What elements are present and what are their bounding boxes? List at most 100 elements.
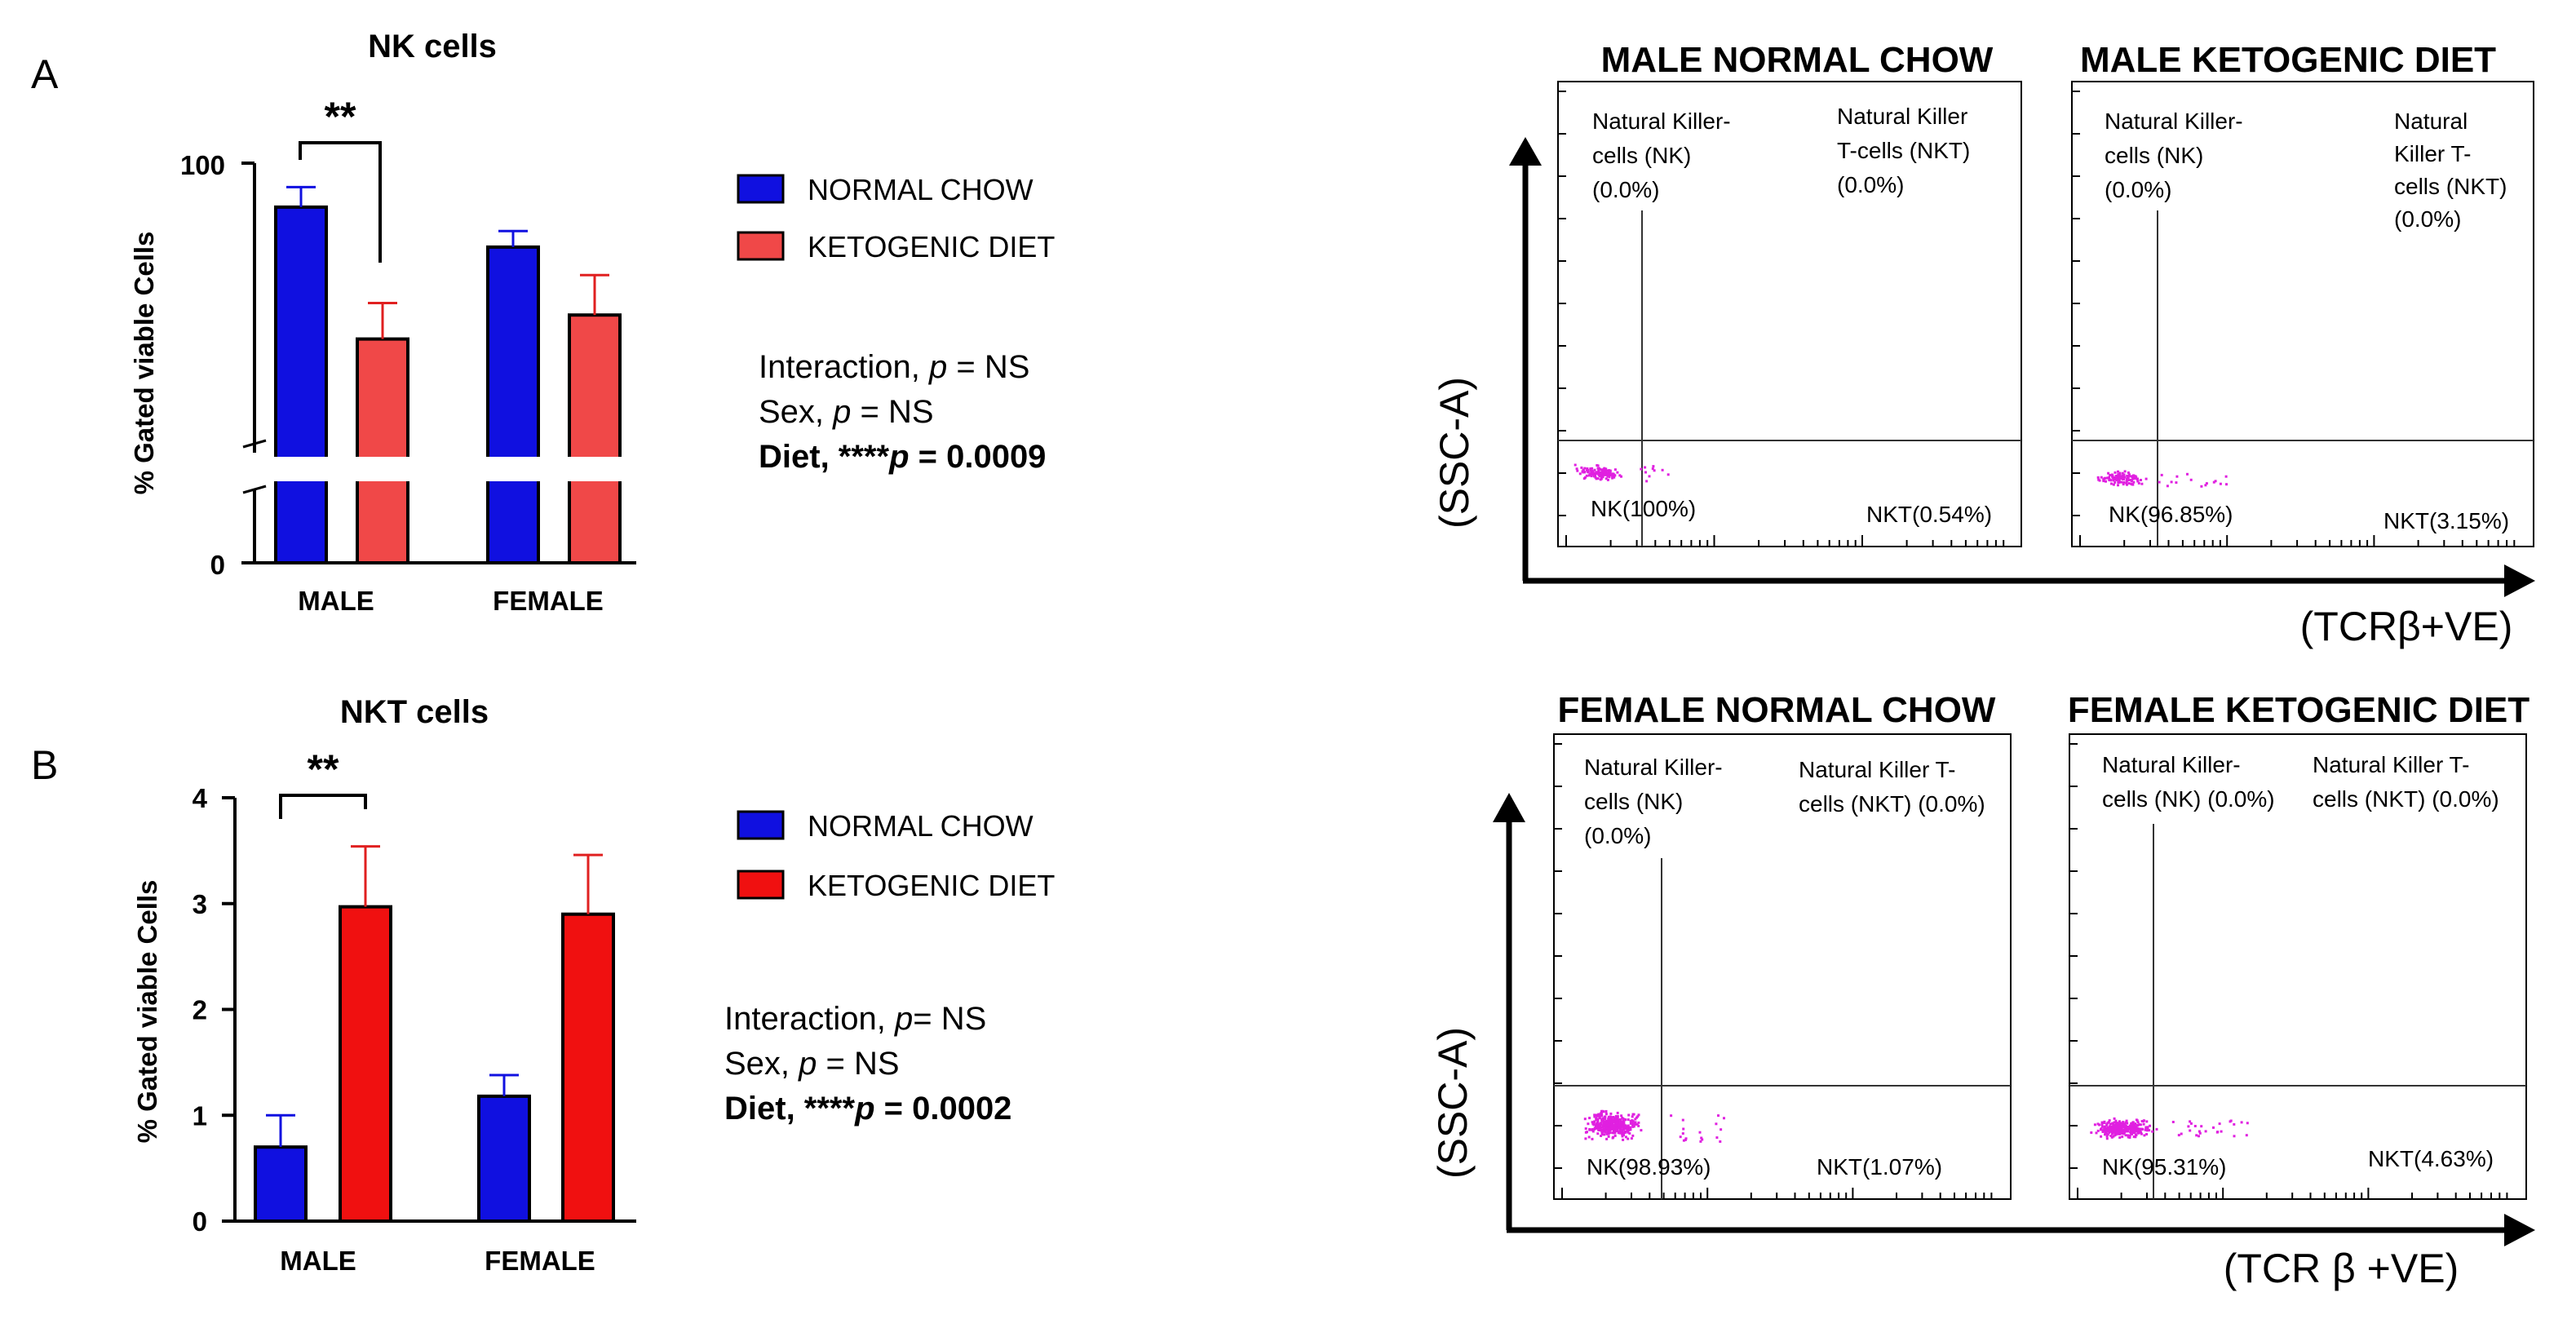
flow-event-dot (1616, 1114, 1619, 1118)
flow-event-dot (1600, 468, 1603, 471)
flow-event-dot (2136, 1131, 2140, 1134)
flow-event-dot (1597, 468, 1600, 471)
stats-b-diet: Diet, ****p = 0.0002 (724, 1091, 1011, 1126)
flow-event-dot (2137, 481, 2140, 485)
flow-event-dot (1587, 1135, 1591, 1139)
flow-event-dot (1611, 1136, 1614, 1140)
flow-b-plot-1-nk-gate-label: Natural Killer-cells (NK) (0.0%) (1584, 755, 1723, 848)
flow-event-dot (2127, 474, 2131, 477)
nk-error-bar (498, 229, 528, 247)
flow-b-plot-2-title: FEMALE KETOGENIC DIET (2068, 690, 2530, 730)
flow-event-dot (1615, 1126, 1618, 1130)
flow-event-dot (1576, 469, 1579, 472)
nk-y-tick-label: 100 (180, 150, 225, 180)
flow-event-dot (1644, 471, 1647, 474)
flow-event-dot (1598, 474, 1601, 477)
legend-b-label-ketogenic: KETOGENIC DIET (808, 869, 1055, 902)
flow-event-dot (2125, 1119, 2128, 1122)
flow-event-dot (2220, 1130, 2223, 1133)
nk-y-axis-label: % Gated viable Cells (129, 232, 159, 495)
flow-event-dot (2175, 475, 2179, 478)
flow-event-dot (1593, 1113, 1596, 1117)
flow-event-dot (1587, 1122, 1590, 1126)
flow-event-dot (2114, 1125, 2118, 1127)
flow-event-dot (1598, 1126, 1601, 1130)
flow-event-dot (1589, 467, 1592, 471)
flow-event-dot (2118, 1128, 2122, 1131)
flow-event-dot (2127, 473, 2131, 476)
flow-event-dot (1604, 1126, 1608, 1130)
flow-event-dot (1604, 1122, 1608, 1125)
flow-event-dot (1634, 1118, 1637, 1121)
flow-event-dot (2136, 477, 2139, 480)
legend-b-label-normal-chow: NORMAL CHOW (808, 809, 1033, 843)
flow-event-dot (2098, 479, 2101, 482)
flow-event-dot (1602, 1122, 1605, 1125)
flow-event-dot (1635, 1122, 1639, 1126)
flow-event-dot (2106, 1133, 2109, 1136)
flow-event-dot (2114, 1122, 2118, 1125)
flow-event-dot (2090, 1131, 2093, 1134)
flow-event-dot (2127, 1134, 2130, 1137)
flow-event-dot (2233, 1122, 2236, 1126)
flow-event-dot (2105, 1135, 2109, 1138)
flow-event-dot (1622, 1119, 1625, 1122)
flow-event-dot (2189, 1120, 2192, 1123)
flow-event-dot (2240, 1121, 2243, 1124)
flow-event-dot (1620, 1114, 1623, 1118)
nk-error-bar (580, 273, 609, 316)
flow-event-dot (2204, 1130, 2207, 1133)
flow-event-dot (1591, 469, 1594, 472)
flow-event-dot (2245, 1134, 2248, 1137)
flow-event-dot (2117, 473, 2120, 476)
flow-event-dot (2218, 1122, 2221, 1126)
flow-event-dot (2116, 474, 2119, 477)
flow-event-dot (2126, 483, 2128, 486)
nkt-error-bar (489, 1073, 519, 1096)
flow-event-dot (1607, 1130, 1610, 1133)
flow-event-dot (1644, 466, 1647, 469)
flow-event-dot (2127, 1135, 2130, 1139)
flow-event-dot (1651, 467, 1654, 471)
flow-event-dot (2175, 481, 2178, 485)
flow-event-dot (2109, 474, 2112, 476)
flow-event-dot (1640, 467, 1643, 471)
nk-chart-title: NK cells (368, 29, 497, 64)
nk-significance-bracket (299, 141, 382, 263)
flow-event-dot (2145, 1133, 2149, 1135)
flow-a-plot-1-y-ticks (1558, 91, 1566, 516)
flow-event-dot (1631, 1125, 1635, 1128)
flow-event-dot (1609, 1126, 1612, 1129)
flow-a-plot-2-nkt-gate-label: Natural Killer T-cells (NKT) (0.0%) (2394, 108, 2507, 232)
flow-event-dot (1624, 1135, 1627, 1139)
flow-event-dot (1600, 1109, 1603, 1113)
flow-b-x-label: (TCR β +VE) (2224, 1246, 2459, 1291)
flow-event-dot (1637, 1124, 1640, 1127)
flow-b-plot-1-frame (1553, 733, 2012, 1200)
flow-event-dot (2118, 479, 2121, 482)
flow-event-dot (2125, 479, 2128, 482)
nkt-y-tick-label: 2 (193, 995, 207, 1025)
flow-event-dot (2134, 475, 2137, 478)
nkt-chart-title: NKT cells (340, 694, 489, 730)
flow-event-dot (1595, 477, 1598, 480)
nk-x-tick-label-male: MALE (298, 586, 374, 616)
flow-event-dot (1605, 1137, 1609, 1140)
flow-a-plot-1-nkt-percent: NKT(0.54%) (1866, 502, 1992, 527)
flow-event-dot (1617, 1131, 1620, 1135)
flow-event-dot (1596, 477, 1600, 480)
flow-event-dot (2122, 1125, 2124, 1128)
stats-b: Interaction, p= NS Sex, p = NS Diet, ***… (724, 1001, 1011, 1126)
flow-event-dot (1648, 475, 1651, 478)
flow-event-dot (2125, 481, 2128, 485)
flow-event-dot (2131, 1130, 2134, 1133)
nk-axis-break-mark (242, 439, 267, 449)
nk-x-tick-label-female: FEMALE (493, 586, 604, 616)
nkt-bar-male-ketogenic (339, 905, 392, 1223)
flow-event-dot (1573, 463, 1577, 467)
flow-event-dot (2108, 1126, 2111, 1129)
flow-event-dot (1607, 472, 1609, 476)
flow-event-dot (1635, 1116, 1638, 1119)
flow-event-dot (2134, 1135, 2137, 1139)
flow-event-dot (2117, 484, 2119, 487)
